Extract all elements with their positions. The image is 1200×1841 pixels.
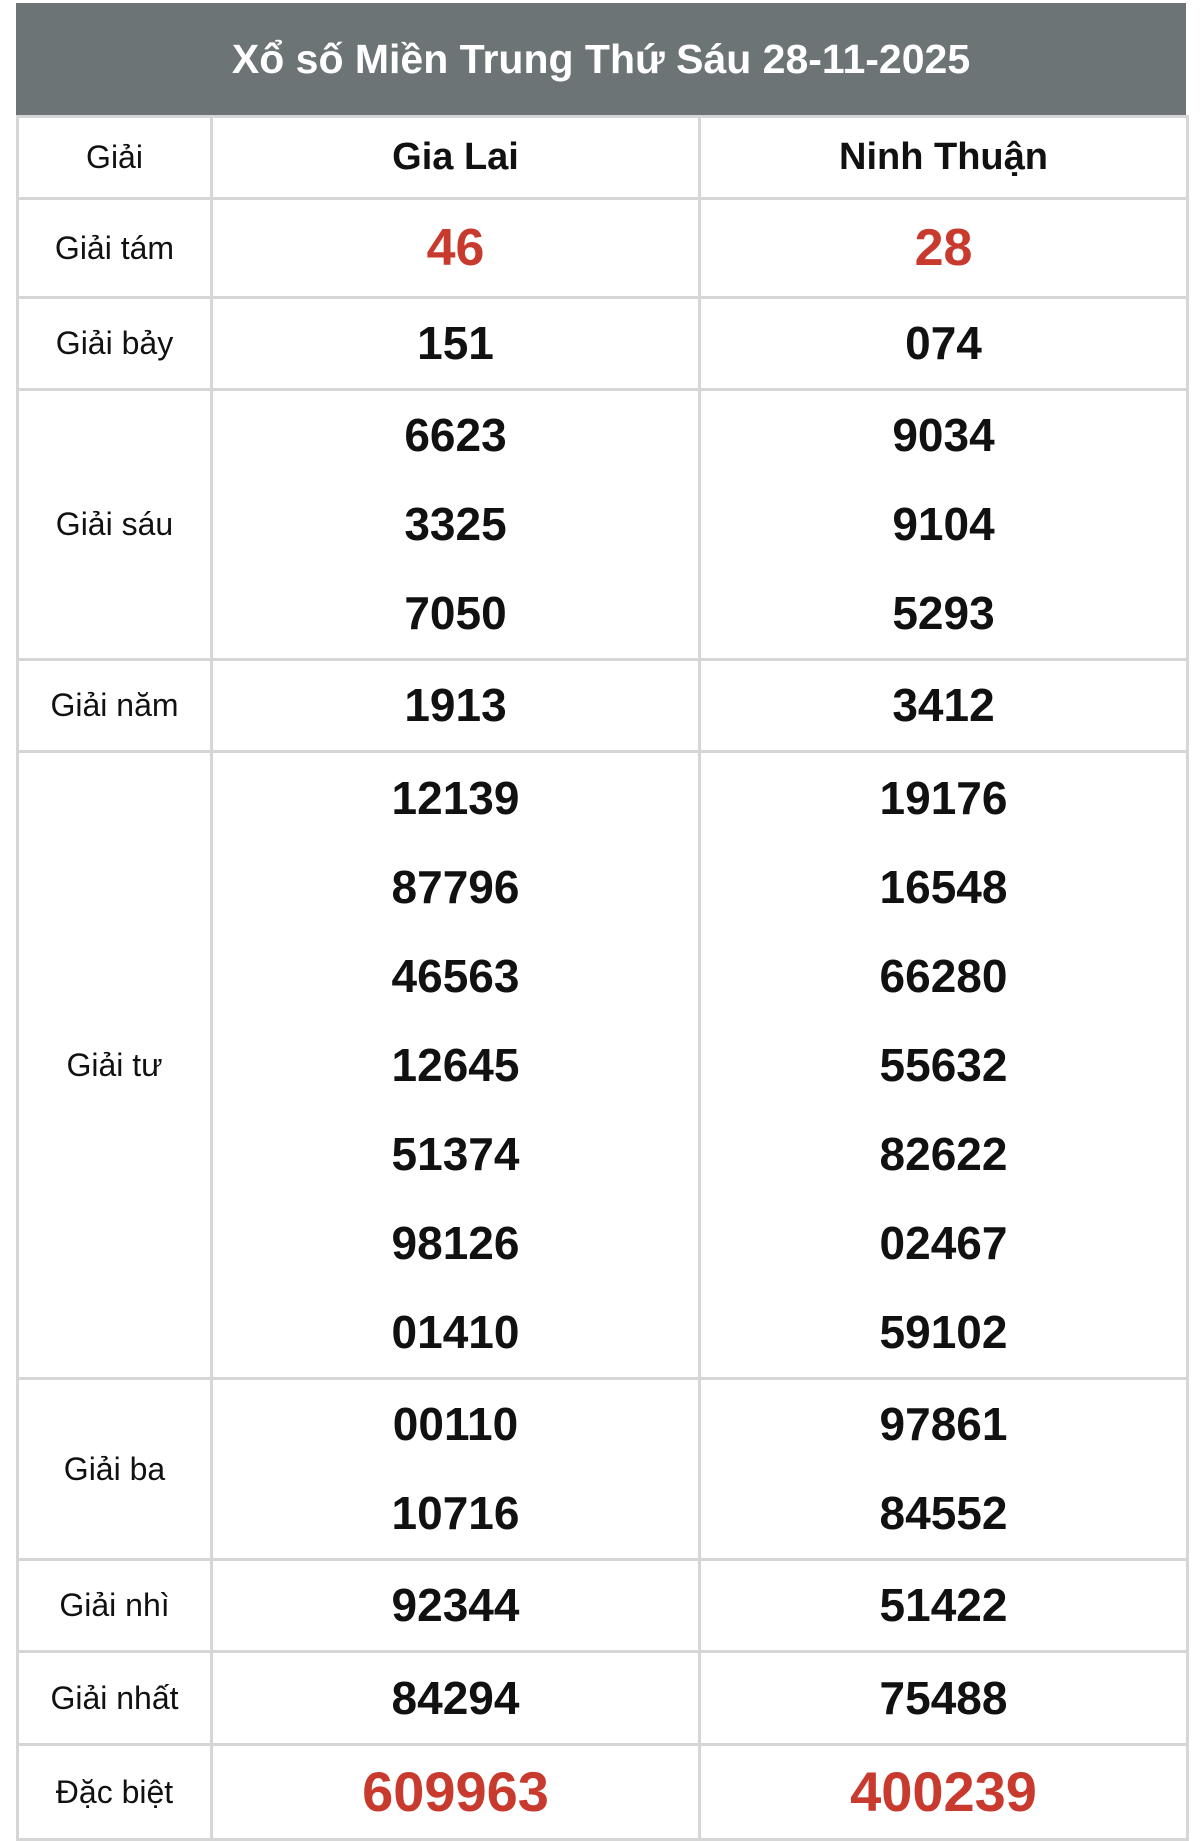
gia-lai-cell: 609963 [210,1743,701,1841]
result-number: 75488 [879,1671,1008,1724]
result-number: 00110 [392,1398,519,1450]
result-number: 66280 [879,949,1008,1002]
prize-row: Giải nhất 84294 75488 [16,1650,1189,1746]
result-number: 9034 [892,409,995,461]
result-number: 84552 [879,1487,1008,1539]
result-number: 02467 [879,1216,1008,1269]
ninh-thuan-cell: 3412 [698,658,1189,753]
gia-lai-cell: 12139 87796 46563 12645 51374 98126 01410 [210,750,701,1380]
result-number: 12139 [391,771,520,824]
prize-label: Giải bảy [16,296,213,391]
result-number: 98126 [391,1216,520,1269]
result-number: 6623 [404,409,507,461]
prize-label: Giải tư [16,750,213,1380]
prize-row: Giải nhì 92344 51422 [16,1558,1189,1653]
result-number: 16548 [879,860,1008,913]
result-number: 9104 [892,498,995,550]
results-table: Giải Gia Lai Ninh Thuận Giải tám 46 28 Giải… [16,115,1189,1841]
result-number: 59102 [879,1305,1008,1358]
result-number: 3412 [892,679,995,731]
result-number: 46 [426,218,485,277]
prize-column-header: Giải [16,115,213,200]
result-number: 1913 [404,679,507,731]
result-number: 5293 [892,587,995,639]
prize-label: Giải nhất [16,1650,213,1746]
page-title: Xổ số Miền Trung Thứ Sáu 28-11-2025 [16,3,1186,115]
prize-label: Giải năm [16,658,213,753]
result-number: 609963 [362,1760,549,1823]
gia-lai-cell: 46 [210,197,701,299]
result-number: 19176 [879,771,1008,824]
gia-lai-cell: 00110 10716 [210,1377,701,1561]
result-number: 7050 [404,587,507,639]
prize-row: Giải bảy 151 074 [16,296,1189,391]
result-number: 01410 [391,1305,520,1358]
gia-lai-cell: 92344 [210,1558,701,1653]
ninh-thuan-cell: 97861 84552 [698,1377,1189,1561]
gia-lai-cell: 1913 [210,658,701,753]
prize-row: Giải năm 1913 3412 [16,658,1189,753]
gia-lai-cell: 151 [210,296,701,391]
prize-row: Giải sáu 6623 3325 7050 9034 9104 5293 [16,388,1189,661]
header-row: Giải Gia Lai Ninh Thuận [16,115,1189,200]
prize-row: Giải tư 12139 87796 46563 12645 51374 98126 014… [16,750,1189,1380]
ninh-thuan-cell: 19176 16548 66280 55632 82622 02467 59102 [698,750,1189,1380]
prize-row: Đặc biệt 609963 400239 [16,1743,1189,1841]
prize-label: Giải nhì [16,1558,213,1653]
result-number: 92344 [391,1579,520,1631]
result-number: 51422 [879,1579,1008,1631]
result-number: 82622 [879,1127,1008,1180]
result-number: 87796 [391,860,520,913]
result-number: 84294 [391,1671,520,1724]
prize-row: Giải ba 00110 10716 97861 84552 [16,1377,1189,1561]
prize-label: Giải ba [16,1377,213,1561]
result-number: 46563 [391,949,520,1002]
prize-row: Giải tám 46 28 [16,197,1189,299]
result-number: 151 [417,317,494,369]
ninh-thuan-cell: 28 [698,197,1189,299]
result-number: 97861 [879,1398,1008,1450]
result-number: 074 [905,317,982,369]
ninh-thuan-cell: 9034 9104 5293 [698,388,1189,661]
ninh-thuan-cell: 400239 [698,1743,1189,1841]
prize-label: Giải tám [16,197,213,299]
province-header-gia-lai: Gia Lai [210,115,701,200]
gia-lai-cell: 84294 [210,1650,701,1746]
result-number: 10716 [391,1487,520,1539]
prize-label: Giải sáu [16,388,213,661]
result-number: 51374 [391,1127,520,1180]
ninh-thuan-cell: 074 [698,296,1189,391]
result-number: 55632 [879,1038,1008,1091]
gia-lai-cell: 6623 3325 7050 [210,388,701,661]
ninh-thuan-cell: 51422 [698,1558,1189,1653]
result-number: 3325 [404,498,507,550]
prize-label: Đặc biệt [16,1743,213,1841]
result-number: 400239 [850,1760,1037,1823]
result-number: 12645 [391,1038,520,1091]
ninh-thuan-cell: 75488 [698,1650,1189,1746]
result-number: 28 [914,218,973,277]
province-header-ninh-thuan: Ninh Thuận [698,115,1189,200]
